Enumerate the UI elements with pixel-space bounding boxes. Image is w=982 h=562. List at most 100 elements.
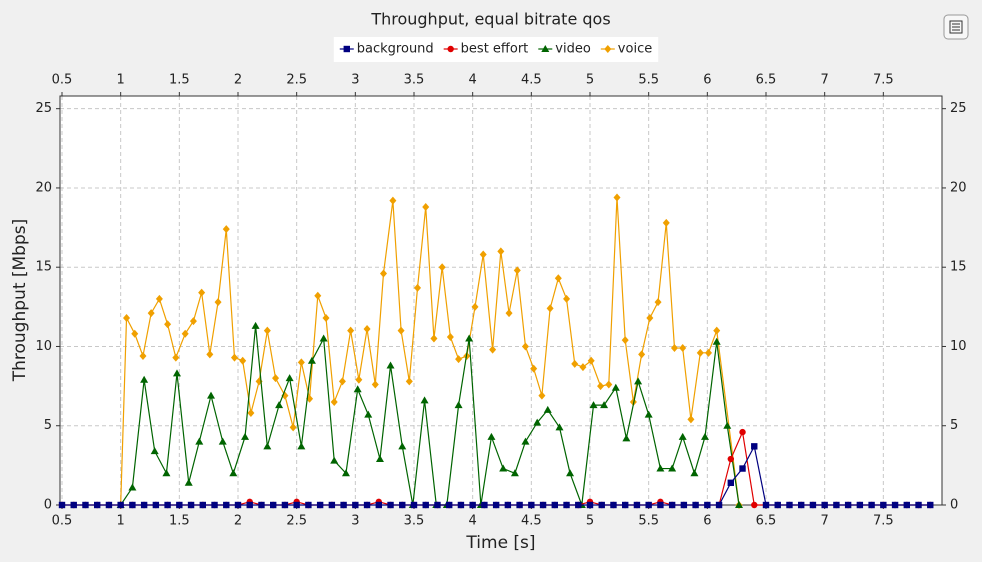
marker bbox=[239, 356, 247, 365]
marker bbox=[218, 437, 227, 445]
marker bbox=[692, 501, 699, 509]
marker bbox=[654, 298, 662, 307]
marker bbox=[457, 501, 465, 509]
marker bbox=[297, 358, 305, 367]
x-tick-label-top: 7.5 bbox=[873, 73, 894, 88]
marker bbox=[371, 380, 379, 389]
legend-item: video bbox=[538, 42, 591, 57]
legend-label: background bbox=[357, 42, 434, 57]
marker bbox=[644, 410, 653, 418]
marker bbox=[364, 410, 373, 418]
marker bbox=[397, 326, 405, 335]
marker bbox=[189, 317, 197, 326]
marker bbox=[821, 501, 828, 509]
x-tick-label-top: 2 bbox=[234, 73, 242, 88]
marker bbox=[566, 469, 575, 477]
marker bbox=[140, 501, 148, 509]
x-tick-label-top: 4.5 bbox=[521, 73, 542, 88]
marker bbox=[330, 456, 339, 464]
marker bbox=[184, 478, 193, 486]
marker bbox=[446, 501, 453, 509]
marker bbox=[680, 501, 688, 509]
legend-marker bbox=[343, 45, 350, 53]
marker bbox=[162, 469, 171, 477]
marker bbox=[147, 309, 155, 318]
x-tick-label: 3 bbox=[351, 514, 359, 529]
marker bbox=[399, 501, 406, 509]
marker bbox=[656, 464, 665, 472]
x-tick-label: 2 bbox=[234, 514, 242, 529]
marker bbox=[128, 483, 137, 491]
marker bbox=[657, 501, 664, 509]
marker bbox=[241, 432, 250, 440]
marker bbox=[589, 401, 598, 409]
y-axis-label: Throughput [Mbps] bbox=[10, 219, 30, 383]
marker bbox=[551, 501, 558, 509]
series bbox=[58, 443, 934, 509]
marker bbox=[705, 348, 713, 357]
x-tick-label: 4.5 bbox=[521, 514, 542, 529]
marker bbox=[347, 326, 355, 335]
marker bbox=[319, 334, 328, 342]
marker bbox=[510, 469, 519, 477]
marker bbox=[528, 501, 535, 509]
menu-button[interactable] bbox=[943, 14, 969, 40]
y-tick-label: 15 bbox=[35, 260, 52, 275]
marker bbox=[123, 313, 131, 322]
marker bbox=[223, 501, 230, 509]
marker bbox=[479, 250, 487, 259]
marker bbox=[739, 465, 746, 472]
marker bbox=[563, 294, 571, 303]
x-tick-label-top: 5 bbox=[586, 73, 594, 88]
marker bbox=[297, 442, 306, 450]
x-tick-label: 7 bbox=[821, 514, 829, 529]
marker bbox=[414, 283, 422, 292]
marker bbox=[600, 401, 609, 409]
marker bbox=[389, 196, 397, 205]
marker bbox=[375, 501, 382, 509]
marker bbox=[387, 501, 394, 509]
marker bbox=[611, 383, 620, 391]
legend-item: voice bbox=[600, 42, 652, 57]
x-tick-label-top: 6.5 bbox=[756, 73, 777, 88]
marker bbox=[465, 334, 474, 342]
marker bbox=[751, 443, 758, 450]
marker bbox=[516, 501, 523, 509]
marker bbox=[155, 294, 163, 303]
marker bbox=[211, 501, 218, 509]
marker bbox=[638, 350, 646, 359]
marker bbox=[340, 501, 347, 509]
y-tick-label-right: 10 bbox=[950, 339, 967, 354]
marker bbox=[314, 291, 322, 300]
menu-icon bbox=[949, 20, 963, 34]
marker bbox=[281, 501, 289, 509]
marker bbox=[117, 501, 124, 509]
marker bbox=[521, 437, 530, 445]
marker bbox=[696, 348, 704, 357]
marker bbox=[164, 320, 172, 329]
marker bbox=[434, 501, 441, 509]
marker bbox=[140, 375, 149, 383]
x-tick-label-top: 5.5 bbox=[638, 73, 659, 88]
marker bbox=[206, 350, 214, 359]
marker bbox=[405, 377, 413, 386]
marker bbox=[430, 334, 438, 343]
x-tick-label: 4 bbox=[469, 514, 477, 529]
y-tick-label-right: 0 bbox=[950, 498, 958, 513]
x-tick-label-top: 4 bbox=[469, 73, 477, 88]
y-tick-label-right: 25 bbox=[950, 101, 967, 116]
marker bbox=[70, 501, 77, 509]
marker bbox=[58, 501, 66, 509]
marker bbox=[678, 432, 687, 440]
marker bbox=[222, 225, 230, 234]
marker bbox=[379, 269, 387, 278]
y-tick-label: 0 bbox=[44, 498, 52, 513]
marker bbox=[622, 434, 631, 442]
marker bbox=[105, 501, 113, 509]
x-tick-label: 6 bbox=[703, 514, 711, 529]
marker bbox=[375, 455, 384, 463]
series-line bbox=[120, 197, 740, 506]
marker bbox=[774, 501, 781, 509]
x-tick-label: 1 bbox=[117, 514, 125, 529]
marker bbox=[505, 309, 513, 318]
